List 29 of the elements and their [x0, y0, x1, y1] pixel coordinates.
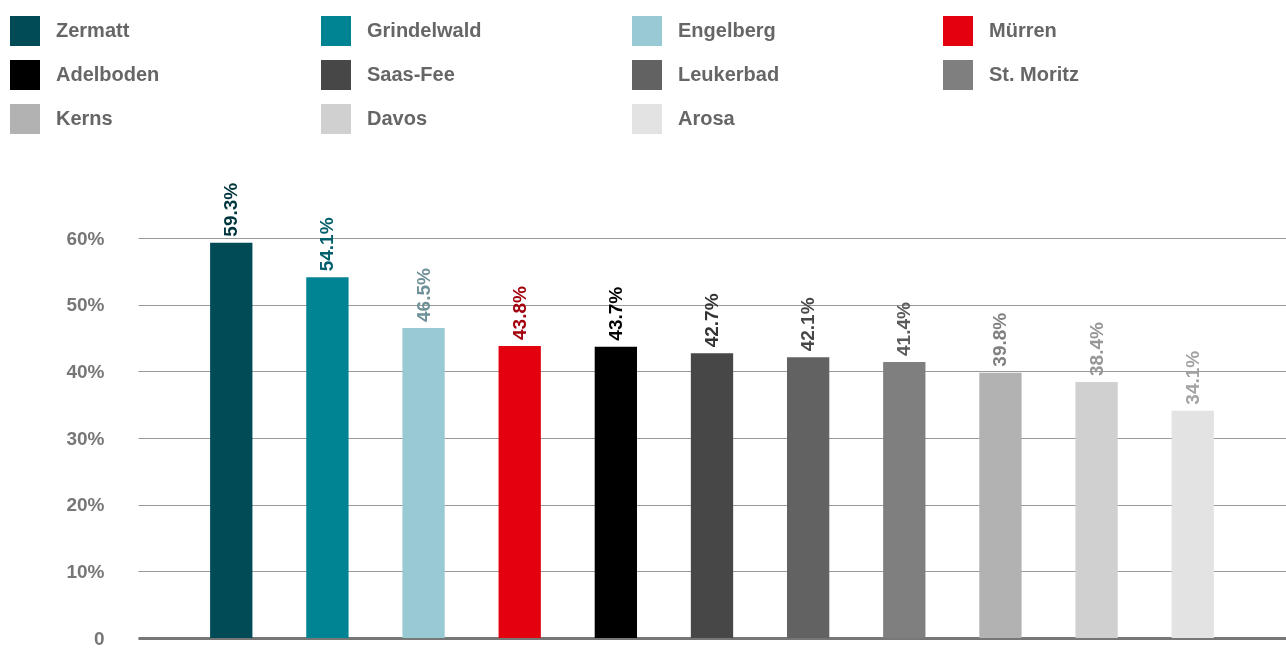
y-tick-label: 40%: [66, 360, 105, 382]
text: 46.5%: [412, 268, 434, 322]
legend-label: Leukerbad: [678, 63, 780, 85]
legend-label: St. Moritz: [989, 63, 1079, 85]
text: 34.1%: [1181, 350, 1203, 405]
text: 43.7%: [604, 286, 626, 341]
text: 59.3%: [220, 182, 242, 237]
text: 43.8%: [508, 286, 530, 340]
legend-label: Engelberg: [678, 19, 776, 41]
legend-label: Mürren: [989, 19, 1057, 41]
text: 41.4%: [893, 302, 915, 356]
y-tick-label: 20%: [66, 494, 105, 516]
legend-label: Kerns: [56, 107, 113, 129]
text: 54.1%: [316, 217, 338, 272]
y-tick-label: 30%: [66, 427, 105, 449]
legend-label: Zermatt: [56, 19, 130, 41]
text: 38.4%: [1085, 322, 1107, 376]
y-tick-label: 10%: [66, 560, 105, 582]
y-tick-label: 50%: [66, 294, 105, 316]
legend-label: Davos: [367, 107, 428, 129]
text: 39.8%: [989, 312, 1011, 367]
y-tick-label: 60%: [66, 227, 105, 249]
legend-label: Arosa: [678, 107, 736, 129]
y-tick-label: 0: [93, 627, 105, 649]
text: 42.1%: [797, 297, 819, 352]
legend-label: Adelboden: [56, 63, 160, 85]
legend-label: Grindelwald: [367, 19, 482, 41]
legend-label: Saas-Fee: [367, 63, 455, 85]
text: 42.7%: [701, 293, 722, 348]
